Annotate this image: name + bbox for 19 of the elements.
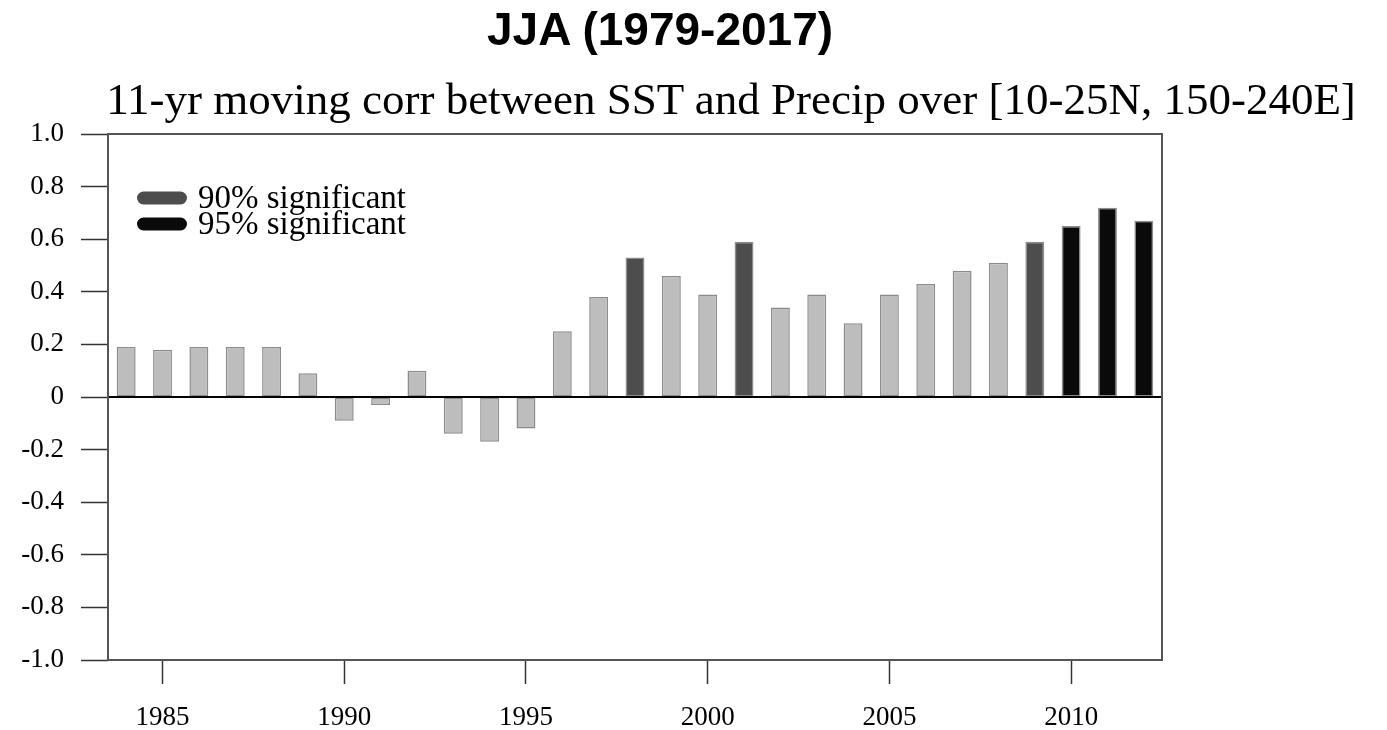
chart-title: JJA (1979-2017): [486, 2, 834, 56]
x-tick-label: 1990: [317, 701, 372, 730]
x-tick-label: 1985: [135, 701, 190, 730]
y-tick-label: 0.2: [30, 327, 64, 358]
x-tick-label: 2000: [680, 701, 735, 730]
y-tick-label: -0.4: [21, 485, 65, 516]
y-tick-label: 0.6: [30, 222, 64, 253]
y-tick-label: 1.0: [30, 117, 64, 148]
y-tick-label: -0.6: [21, 537, 64, 568]
y-tick-label: 0.8: [30, 169, 64, 200]
y-tick-label: -0.8: [21, 590, 64, 621]
y-tick-label: 0: [50, 380, 64, 411]
x-tick-label: 1995: [498, 701, 553, 730]
y-tick-label: 0.4: [30, 274, 65, 305]
chart-subtitle: 11-yr moving corr between SST and Precip over [10-25N, 150-240E]: [106, 73, 1356, 125]
y-tick-label: -0.2: [21, 432, 64, 463]
y-tick-label: -1.0: [21, 643, 64, 674]
x-tick-label: 2005: [862, 701, 917, 730]
x-tick-label: 2010: [1044, 701, 1099, 730]
